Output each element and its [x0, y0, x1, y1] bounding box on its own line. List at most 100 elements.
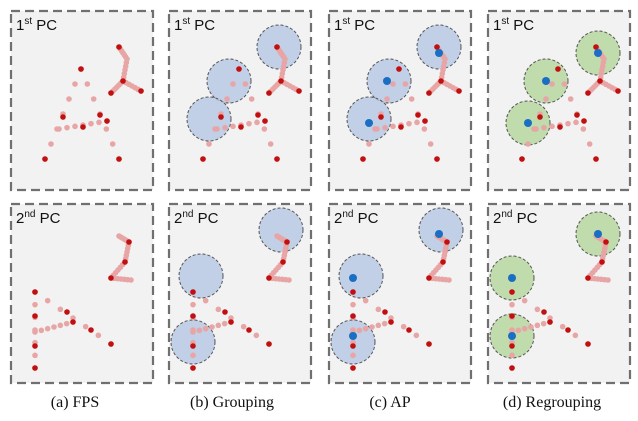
point — [206, 141, 212, 147]
point — [533, 126, 539, 132]
point — [45, 298, 51, 304]
panel-label: 1st PC — [334, 16, 375, 34]
sampled-point — [246, 327, 252, 333]
panel-label: 2nd PC — [174, 209, 219, 227]
panel-frame — [11, 204, 153, 383]
sampled-point — [519, 156, 525, 162]
point — [216, 323, 222, 329]
sampled-point — [70, 319, 76, 325]
sampled-point — [222, 309, 228, 315]
panel-label: 2nd PC — [16, 209, 61, 227]
point — [549, 81, 555, 87]
anchor-point — [594, 49, 602, 57]
sampled-point — [218, 114, 224, 120]
anchor-point — [435, 49, 443, 57]
point — [414, 120, 420, 126]
point — [414, 333, 420, 339]
group-circle — [179, 254, 223, 298]
sampled-point — [597, 78, 603, 84]
point — [541, 321, 547, 327]
point — [230, 124, 236, 130]
sampled-point — [509, 365, 515, 371]
anchor-point — [594, 230, 602, 238]
point — [568, 96, 574, 102]
point — [406, 121, 412, 127]
point — [48, 141, 54, 147]
group-circle — [207, 59, 251, 103]
sampled-point — [603, 239, 609, 245]
point — [390, 81, 396, 87]
point — [573, 333, 579, 339]
point — [382, 125, 388, 131]
point — [376, 307, 382, 313]
group-circle — [259, 208, 303, 252]
sampled-point — [116, 156, 122, 162]
sampled-point — [80, 124, 86, 130]
point — [96, 120, 102, 126]
point — [64, 321, 70, 327]
sampled-point — [60, 114, 66, 120]
sampled-point — [615, 88, 621, 94]
panel-frame — [11, 11, 153, 190]
sampled-point — [97, 112, 103, 118]
sampled-point — [585, 275, 591, 281]
point — [58, 307, 64, 313]
panel-label: 1st PC — [16, 16, 57, 34]
sampled-point — [581, 118, 587, 124]
point — [45, 326, 51, 332]
sampled-point — [138, 88, 144, 94]
sampled-point — [396, 66, 402, 72]
point — [286, 277, 292, 283]
point — [66, 96, 72, 102]
point — [357, 328, 363, 334]
sampled-point — [438, 78, 444, 84]
panel-label: 1st PC — [493, 16, 534, 34]
sampled-point — [120, 78, 126, 84]
group-circle — [187, 97, 231, 141]
point — [535, 323, 541, 329]
sampled-point — [284, 239, 290, 245]
sampled-point — [541, 309, 547, 315]
sampled-point — [32, 365, 38, 371]
anchor-point — [508, 274, 516, 282]
point — [58, 323, 64, 329]
caption-grouping: (b) Grouping — [157, 394, 307, 412]
sampled-point — [593, 44, 599, 50]
point — [543, 96, 549, 102]
point — [428, 141, 434, 147]
sampled-point — [585, 90, 591, 96]
point — [605, 277, 611, 283]
sampled-point — [266, 341, 272, 347]
sampled-point — [32, 343, 38, 349]
sampled-point — [434, 44, 440, 50]
sampled-point — [398, 124, 404, 130]
sampled-point — [444, 239, 450, 245]
point — [51, 324, 57, 330]
point — [249, 96, 255, 102]
sampled-point — [422, 118, 428, 124]
anchor-point — [508, 332, 516, 340]
point — [549, 124, 555, 130]
anchor-point — [542, 77, 550, 85]
point — [401, 324, 407, 330]
sampled-point — [599, 259, 605, 265]
point — [197, 328, 203, 334]
point — [32, 302, 38, 308]
point — [541, 125, 547, 131]
sampled-point — [388, 319, 394, 325]
point — [535, 307, 541, 313]
sampled-point — [78, 66, 84, 72]
sampled-point — [585, 341, 591, 347]
diagram-canvas: 1st PC 1st PC 1st PC 1st PC 2nd PC 2nd PC 2nd … — [0, 0, 638, 392]
sampled-point — [406, 327, 412, 333]
point — [374, 126, 380, 132]
sampled-point — [266, 90, 272, 96]
sampled-point — [64, 309, 70, 315]
point — [382, 321, 388, 327]
point — [262, 126, 268, 132]
point — [522, 298, 528, 304]
sampled-point — [360, 156, 366, 162]
sampled-point — [382, 309, 388, 315]
point — [91, 96, 97, 102]
point — [446, 277, 452, 283]
